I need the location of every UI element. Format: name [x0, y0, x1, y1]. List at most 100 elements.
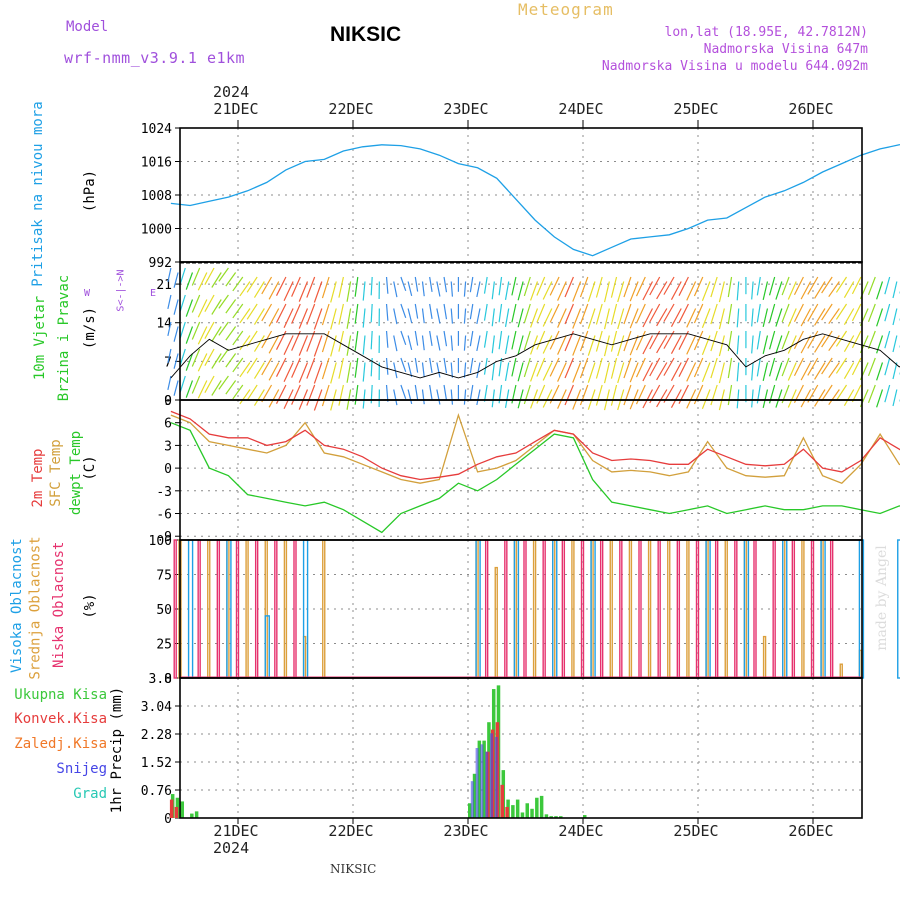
wind-arrow	[884, 330, 891, 349]
wind-arrow	[557, 362, 567, 382]
wind-arrow	[429, 330, 433, 346]
wind-arrow	[504, 281, 510, 300]
precip-bar	[480, 744, 484, 818]
panel-frame	[179, 127, 863, 263]
wind-arrow	[421, 281, 425, 297]
wind-arrow	[617, 281, 625, 303]
wind-arrow	[635, 276, 646, 297]
wind-arrow	[649, 303, 661, 323]
wind-arrow	[204, 375, 215, 393]
wind-arrow	[436, 308, 441, 324]
wind-arrow	[781, 303, 790, 323]
wind-arrow	[727, 276, 733, 298]
wind-arrow	[629, 362, 639, 383]
cloud-bar	[667, 539, 671, 679]
wind-arrow	[762, 362, 769, 382]
wind-tick-label: 21	[156, 278, 172, 293]
wind-arrow	[362, 308, 366, 328]
wind-arrow	[821, 357, 833, 375]
wind-arrow	[511, 357, 517, 377]
wind-arrow	[239, 389, 251, 405]
wind-arrow	[476, 308, 481, 325]
wind-arrow	[693, 276, 704, 297]
cloud-bar	[322, 539, 326, 679]
wind-arrow	[892, 281, 898, 299]
precip-bar	[475, 748, 479, 818]
wind-arrow	[814, 308, 826, 326]
wind-arrow	[313, 335, 323, 357]
wind-arrow	[686, 389, 697, 409]
wind-arrow	[557, 389, 567, 409]
precip-bar	[174, 806, 179, 818]
day-label-top: 26DEC	[788, 100, 833, 118]
wind-arrow	[298, 362, 309, 383]
wind-arrow	[710, 384, 718, 406]
wind-arrow	[330, 308, 337, 330]
wind-arrow	[686, 335, 697, 355]
pressure-line	[170, 143, 900, 257]
wind-arrow	[536, 357, 546, 377]
wind-arrow	[354, 276, 359, 297]
wind-arrow	[191, 267, 201, 286]
wind-arrow	[572, 308, 582, 329]
wind-arrow	[469, 330, 474, 347]
panel-frame	[179, 677, 863, 819]
wind-arrow	[775, 362, 783, 381]
wind-arrow	[232, 276, 244, 292]
wind-arrow	[483, 276, 488, 294]
wind-arrow	[191, 348, 201, 367]
wind-arrow	[787, 335, 797, 354]
wind-arrow	[283, 281, 294, 301]
wind-arrow	[701, 281, 711, 302]
precip-bar	[559, 816, 563, 818]
day-label-top: 24DEC	[558, 100, 603, 118]
precip-bar	[544, 814, 549, 818]
wind-arrow	[564, 276, 574, 298]
wind-arrow	[587, 362, 596, 383]
wind-arrow	[179, 321, 186, 339]
wind-arrow	[197, 353, 208, 372]
wind-arrow	[756, 276, 761, 296]
wind-arrow	[876, 308, 884, 327]
wind-arrow	[892, 308, 898, 326]
wind-arrow	[649, 357, 661, 377]
wind-arrow	[204, 348, 215, 366]
wind-arrow	[450, 308, 454, 324]
wind-arrow	[670, 389, 682, 408]
legend-total-rain: Ukupna Kisa	[14, 687, 107, 703]
wind-arrow	[283, 308, 294, 328]
wind-arrow	[762, 335, 769, 355]
wind-arrow	[197, 299, 208, 318]
wind-arrow	[814, 362, 826, 380]
wind-arrow	[542, 308, 553, 327]
temp-tick-label: 0	[164, 462, 172, 477]
precip-bar	[190, 813, 194, 818]
wind-arrow	[821, 384, 833, 402]
wind-arrow	[313, 308, 323, 330]
wind-arrow	[867, 357, 876, 377]
wind-compass-e: E	[150, 288, 157, 299]
wind-arrow	[542, 362, 553, 381]
wind-arrow	[867, 330, 876, 350]
wind-arrow	[291, 330, 301, 351]
wind-arrow	[670, 362, 682, 381]
wind-arrow	[751, 389, 754, 408]
precip-bar	[470, 781, 474, 818]
precip-bar	[169, 799, 174, 818]
precip-bar	[489, 733, 493, 818]
day-label-bottom: 22DEC	[328, 822, 373, 840]
wind-arrow	[469, 276, 474, 293]
cloud-bar	[628, 539, 633, 679]
pressure-tick-label: 1008	[141, 189, 172, 204]
wind-arrow	[710, 357, 718, 379]
wind-arrow	[253, 335, 265, 352]
wind-arrow	[876, 335, 884, 354]
wind-arrow	[268, 389, 280, 408]
wind-arrow	[443, 303, 448, 320]
wind-arrow	[727, 384, 733, 406]
wind-arrow	[781, 357, 790, 377]
cloud-bar	[187, 539, 194, 679]
wind-arrow	[298, 308, 309, 329]
product-title: Meteogram	[518, 0, 614, 19]
